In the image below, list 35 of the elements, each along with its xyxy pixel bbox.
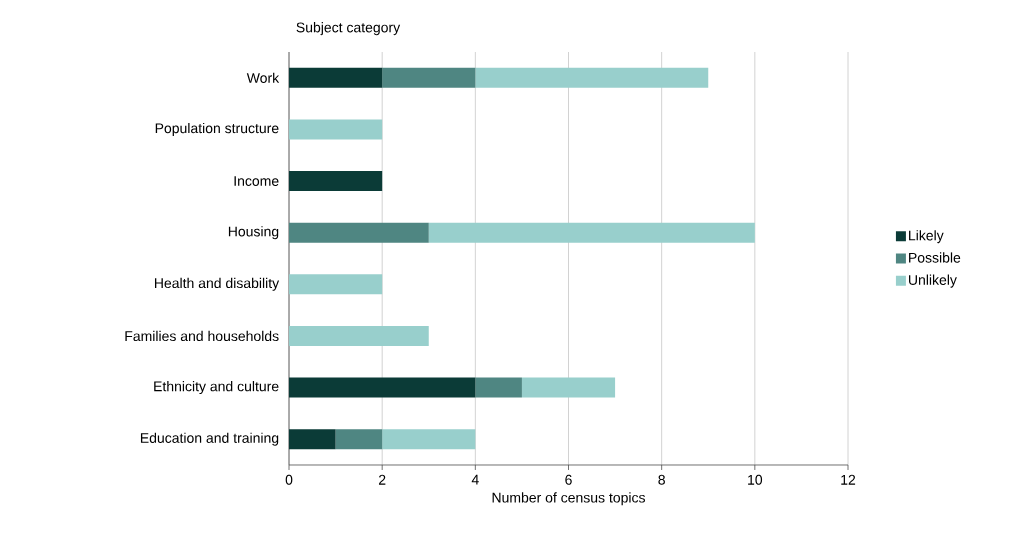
bar xyxy=(428,222,755,243)
x-tick-label: 0 xyxy=(285,474,293,485)
bar xyxy=(382,429,476,450)
bar xyxy=(289,171,383,192)
y-tick-label: Work xyxy=(246,72,280,83)
x-tick-label: 6 xyxy=(565,474,572,485)
x-tick-label: 12 xyxy=(841,474,856,485)
bar xyxy=(335,429,383,450)
bar xyxy=(289,429,336,450)
y-tick-label: Income xyxy=(234,176,279,186)
bar xyxy=(289,222,429,243)
y-tick-label: Education and training xyxy=(140,432,279,446)
x-axis-title: Number of census topics xyxy=(492,492,645,506)
bar xyxy=(475,377,522,398)
bar xyxy=(382,67,476,88)
x-tick-label: 8 xyxy=(658,474,665,485)
bar xyxy=(289,67,383,88)
legend-label: Likely xyxy=(909,230,944,244)
bar xyxy=(289,119,383,140)
y-tick-label: Families and households xyxy=(125,330,279,342)
legend-label: Unlikely xyxy=(909,274,957,288)
x-tick-label: 10 xyxy=(748,474,763,485)
y-tick-label: Population structure xyxy=(155,122,279,136)
legend-label: Possible xyxy=(909,252,961,263)
y-tick-label: Health and disability xyxy=(154,277,280,291)
bar xyxy=(289,325,429,346)
y-axis-title: Subject category xyxy=(296,22,401,36)
y-tick-label: Ethnicity and culture xyxy=(154,381,279,395)
x-tick-label: 4 xyxy=(471,474,479,485)
bar xyxy=(475,67,709,88)
x-tick-label: 2 xyxy=(378,474,386,485)
bar xyxy=(521,377,616,398)
y-tick-label: Housing xyxy=(228,226,279,240)
bar xyxy=(289,377,476,398)
bar xyxy=(289,274,383,295)
